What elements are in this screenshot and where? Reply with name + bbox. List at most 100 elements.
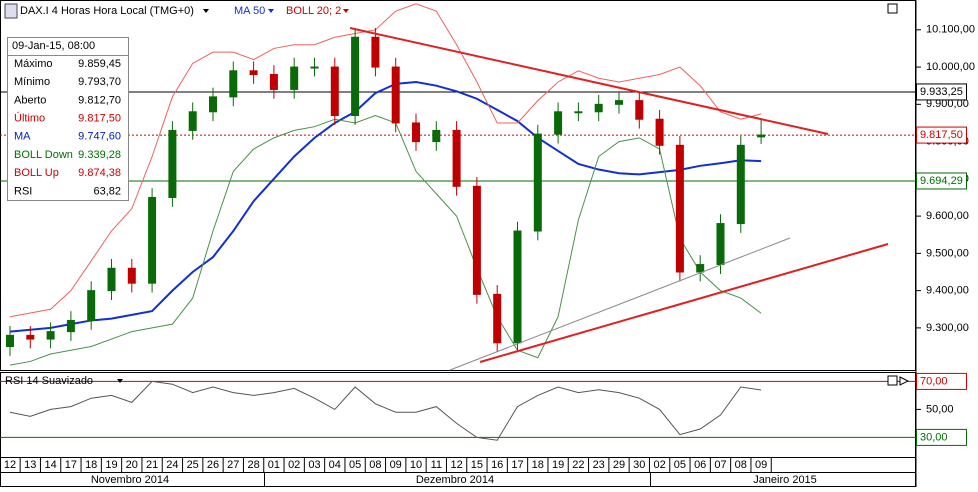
chart-title: DAX.I 4 Horas Hora Local (TMG+0) xyxy=(20,5,194,17)
candle-body xyxy=(533,133,542,232)
info-value: 9.747,60 xyxy=(78,131,121,143)
x-tick-label: 17 xyxy=(65,459,77,471)
info-label: BOLL Down xyxy=(14,149,73,161)
candle-body xyxy=(513,230,522,344)
month-label: Janeiro 2015 xyxy=(753,474,817,486)
boll-legend[interactable]: BOLL 20; 2 xyxy=(286,5,341,17)
level-label-box xyxy=(916,83,967,101)
candle-body xyxy=(330,66,339,117)
candle-body xyxy=(209,96,217,113)
boll-lower-line xyxy=(9,114,762,366)
x-tick-label: 03 xyxy=(308,459,320,471)
x-tick-label: 17 xyxy=(511,459,523,471)
info-label: BOLL Up xyxy=(14,167,59,179)
level-label: 9.933,25 xyxy=(920,86,963,98)
x-tick-label: 18 xyxy=(532,459,544,471)
level-label: 9.694,29 xyxy=(920,175,963,187)
x-tick-label: 20 xyxy=(126,459,138,471)
maximize-button[interactable] xyxy=(887,375,898,386)
close-button[interactable] xyxy=(899,376,910,386)
candle-body xyxy=(635,100,644,120)
candle-body xyxy=(148,196,157,284)
x-tick-label: 19 xyxy=(552,459,564,471)
info-value: 9.793,70 xyxy=(78,76,121,88)
candle-body xyxy=(655,118,664,146)
candle-body xyxy=(696,264,705,273)
candle-body xyxy=(757,134,766,138)
x-tick-label: 09 xyxy=(390,459,402,471)
info-value: 9.817,50 xyxy=(78,113,121,125)
y-tick-label: 9.500,00 xyxy=(926,247,969,259)
ma-line xyxy=(9,80,762,333)
info-value: 9.812,70 xyxy=(78,94,121,106)
candle-body xyxy=(127,267,136,284)
x-tick-label: 26 xyxy=(207,459,219,471)
y-tick-label: 10.100,00 xyxy=(926,24,975,36)
candle-body xyxy=(249,70,258,76)
rsi-line xyxy=(9,380,762,441)
trend-line-upper xyxy=(349,27,829,135)
candle-body xyxy=(554,111,563,135)
info-value: 9.874,38 xyxy=(78,167,121,179)
trend-line-channel xyxy=(449,237,791,371)
candle-body xyxy=(66,319,75,333)
dropdown-arrow[interactable] xyxy=(117,379,123,383)
candle-body xyxy=(26,334,35,340)
candle-body xyxy=(351,36,360,117)
symbol-icon[interactable] xyxy=(4,3,18,19)
x-tick-label: 12 xyxy=(450,459,462,471)
x-tick-label: 02 xyxy=(653,459,665,471)
x-tick-label: 30 xyxy=(633,459,645,471)
x-tick-label: 08 xyxy=(369,459,381,471)
candle-body xyxy=(716,223,725,266)
x-tick-label: 28 xyxy=(247,459,259,471)
x-tick-label: 22 xyxy=(572,459,584,471)
level-label-box xyxy=(916,172,967,190)
dropdown-arrow[interactable] xyxy=(268,9,274,13)
dropdown-arrow[interactable] xyxy=(343,9,349,13)
candle-body xyxy=(310,66,319,69)
info-label: Mínimo xyxy=(14,76,50,88)
candle-body xyxy=(675,144,684,273)
boll-upper-line xyxy=(9,3,762,318)
candle-body xyxy=(188,111,197,131)
info-label: Máximo xyxy=(14,58,53,70)
candle-body xyxy=(472,185,481,295)
x-tick-label: 16 xyxy=(491,459,503,471)
month-label: Dezembro 2014 xyxy=(416,474,494,486)
rsi-title: RSI 14 Suavizado xyxy=(5,375,93,387)
x-tick-label: 08 xyxy=(735,459,747,471)
ma-legend[interactable]: MA 50 xyxy=(234,5,265,17)
x-tick-label: 10 xyxy=(410,459,422,471)
maximize-button[interactable] xyxy=(887,3,898,14)
month-label: Novembro 2014 xyxy=(91,474,169,486)
level-label-box xyxy=(916,428,967,446)
candle-body xyxy=(229,70,238,98)
x-tick-label: 07 xyxy=(714,459,726,471)
x-tick-label: 09 xyxy=(755,459,767,471)
info-value: 9.859,45 xyxy=(78,58,121,70)
y-tick-label: 9.300,00 xyxy=(926,322,969,334)
y-tick-label: 9.900,00 xyxy=(926,98,969,110)
candle-body xyxy=(493,293,502,344)
candle-body xyxy=(290,66,299,90)
info-label: MA xyxy=(14,131,31,143)
y-tick-label: 9.600,00 xyxy=(926,210,969,222)
candle-body xyxy=(107,267,116,292)
level-label: 30,00 xyxy=(920,431,948,443)
info-box: 09-Jan-15, 08:00 Máximo 9.859,45 Mínimo 9.7… xyxy=(7,37,129,201)
dropdown-arrow[interactable] xyxy=(203,9,209,13)
x-tick-label: 04 xyxy=(329,459,341,471)
x-tick-label: 27 xyxy=(227,459,239,471)
x-tick-label: 21 xyxy=(146,459,158,471)
x-tick-label: 24 xyxy=(166,459,178,471)
candle-body xyxy=(391,66,400,124)
x-tick-label: 02 xyxy=(288,459,300,471)
info-value: 63,82 xyxy=(93,185,121,197)
info-box-frame xyxy=(7,37,129,201)
x-tick-label: 05 xyxy=(349,459,361,471)
candle-body xyxy=(736,144,745,225)
x-tick-label: 19 xyxy=(105,459,117,471)
candle-body xyxy=(371,36,380,68)
